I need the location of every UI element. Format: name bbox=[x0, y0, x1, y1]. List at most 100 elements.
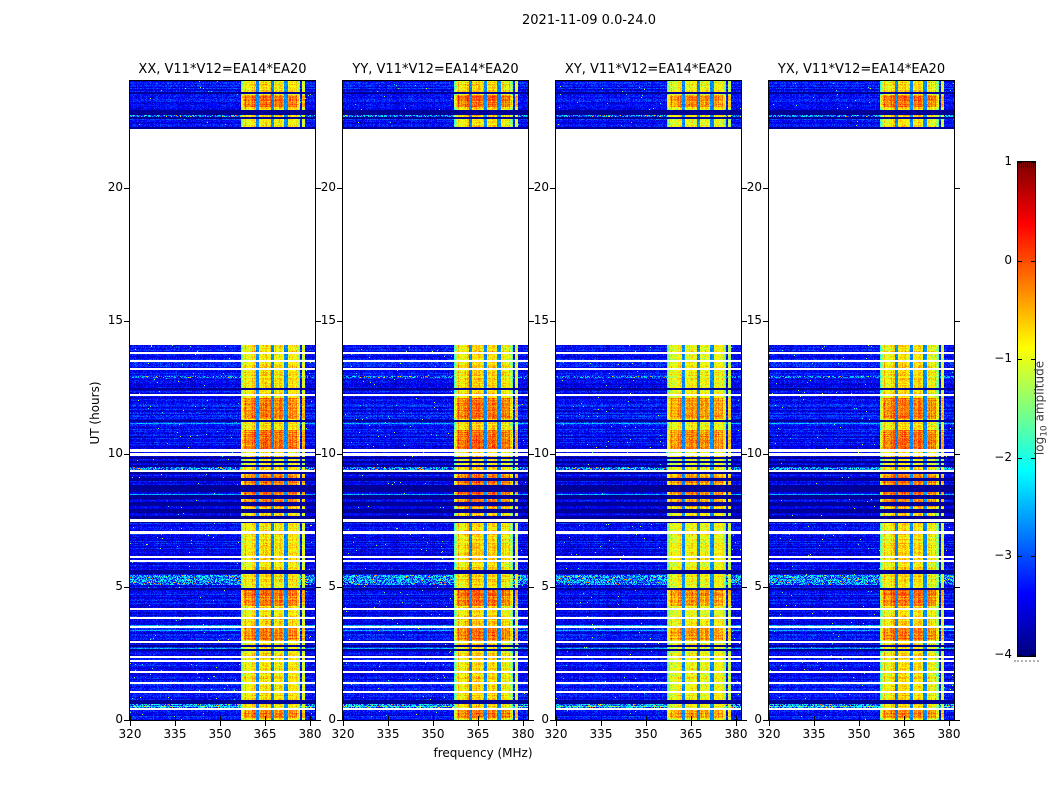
colorbar-tick-label: −2 bbox=[994, 450, 1012, 464]
x-tick-mark bbox=[220, 716, 221, 720]
colorbar-frame bbox=[1017, 161, 1036, 657]
y-tick-label: 10 bbox=[320, 446, 336, 460]
x-tick-mark bbox=[130, 716, 131, 720]
y-tick-label: 0 bbox=[115, 712, 123, 726]
x-tick-mark bbox=[265, 721, 266, 726]
y-tick-label: 0 bbox=[754, 712, 762, 726]
y-tick-mark bbox=[763, 454, 768, 455]
x-tick-mark bbox=[310, 716, 311, 720]
x-tick-mark bbox=[130, 721, 131, 726]
y-tick-mark bbox=[742, 454, 747, 455]
x-tick-label: 320 bbox=[757, 727, 781, 741]
x-tick-mark bbox=[814, 716, 815, 720]
y-tick-label: 0 bbox=[541, 712, 549, 726]
x-tick-label: 365 bbox=[253, 727, 277, 741]
colorbar-tick-mark bbox=[1018, 458, 1022, 459]
y-tick-mark bbox=[742, 720, 747, 721]
y-tick-mark bbox=[742, 587, 747, 588]
x-tick-label: 365 bbox=[892, 727, 916, 741]
y-tick-mark bbox=[337, 321, 342, 322]
x-tick-mark bbox=[814, 721, 815, 726]
y-tick-mark bbox=[955, 454, 960, 455]
colorbar-tick-label: −3 bbox=[994, 548, 1012, 562]
colorbar-label-rest: amplitude bbox=[1032, 360, 1047, 426]
y-tick-mark bbox=[955, 587, 960, 588]
x-tick-mark bbox=[949, 716, 950, 720]
y-tick-mark bbox=[529, 454, 534, 455]
y-tick-mark bbox=[550, 720, 555, 721]
panel-title-XY: XY, V11*V12=EA14*EA20 bbox=[564, 62, 733, 77]
x-tick-mark bbox=[691, 716, 692, 720]
y-tick-mark bbox=[337, 587, 342, 588]
x-tick-label: 350 bbox=[847, 727, 871, 741]
x-tick-label: 380 bbox=[937, 727, 961, 741]
x-tick-mark bbox=[343, 716, 344, 720]
y-tick-mark bbox=[337, 454, 342, 455]
colorbar-label-subscript: 10 bbox=[1039, 425, 1050, 437]
y-tick-label: 15 bbox=[320, 313, 336, 327]
spectrogram-YX bbox=[769, 81, 954, 720]
colorbar-dotted-edge bbox=[1014, 660, 1039, 662]
x-tick-mark bbox=[433, 716, 434, 720]
colorbar-label-prefix: log bbox=[1032, 436, 1047, 456]
colorbar-tick-label: 0 bbox=[1004, 253, 1012, 267]
colorbar-tick-mark bbox=[1018, 655, 1022, 656]
colorbar-tick-mark bbox=[1031, 458, 1035, 459]
colorbar-tick-label: −1 bbox=[994, 351, 1012, 365]
panel-title-YX: YX, V11*V12=EA14*EA20 bbox=[777, 62, 946, 77]
x-tick-mark bbox=[769, 721, 770, 726]
x-tick-label: 350 bbox=[208, 727, 232, 741]
y-tick-label: 20 bbox=[320, 180, 336, 194]
x-tick-mark bbox=[478, 716, 479, 720]
x-tick-label: 320 bbox=[331, 727, 355, 741]
x-tick-mark bbox=[904, 716, 905, 720]
x-tick-mark bbox=[859, 721, 860, 726]
y-tick-mark bbox=[763, 188, 768, 189]
y-tick-mark bbox=[550, 587, 555, 588]
spectrogram-YY bbox=[343, 81, 528, 720]
y-tick-label: 20 bbox=[533, 180, 549, 194]
x-tick-label: 320 bbox=[544, 727, 568, 741]
x-tick-mark bbox=[769, 716, 770, 720]
x-tick-label: 350 bbox=[421, 727, 445, 741]
y-tick-mark bbox=[550, 454, 555, 455]
y-tick-mark bbox=[316, 321, 321, 322]
y-tick-mark bbox=[124, 188, 129, 189]
y-tick-mark bbox=[550, 321, 555, 322]
y-tick-mark bbox=[124, 720, 129, 721]
x-tick-mark bbox=[388, 716, 389, 720]
x-tick-label: 380 bbox=[298, 727, 322, 741]
y-tick-mark bbox=[955, 188, 960, 189]
panel-title-YY: YY, V11*V12=EA14*EA20 bbox=[352, 62, 519, 77]
y-tick-mark bbox=[337, 188, 342, 189]
y-tick-mark bbox=[529, 587, 534, 588]
x-tick-mark bbox=[175, 721, 176, 726]
x-tick-mark bbox=[220, 721, 221, 726]
y-tick-mark bbox=[955, 720, 960, 721]
spectrogram-XX bbox=[130, 81, 315, 720]
x-tick-mark bbox=[691, 721, 692, 726]
figure-title: 2021-11-09 0.0-24.0 bbox=[522, 13, 656, 28]
colorbar-label: log10 amplitude bbox=[1032, 361, 1049, 455]
colorbar-tick-mark bbox=[1031, 556, 1035, 557]
colorbar-tick-mark bbox=[1031, 162, 1035, 163]
x-tick-label: 335 bbox=[376, 727, 400, 741]
y-tick-label: 10 bbox=[533, 446, 549, 460]
y-tick-mark bbox=[316, 188, 321, 189]
y-tick-mark bbox=[529, 720, 534, 721]
x-tick-mark bbox=[478, 721, 479, 726]
x-tick-label: 380 bbox=[511, 727, 535, 741]
colorbar-tick-mark bbox=[1018, 261, 1022, 262]
y-axis-label: UT (hours) bbox=[88, 381, 102, 445]
colorbar-tick-label: −4 bbox=[994, 647, 1012, 661]
y-tick-mark bbox=[763, 720, 768, 721]
colorbar-gradient bbox=[1018, 162, 1035, 656]
x-tick-mark bbox=[646, 721, 647, 726]
y-tick-mark bbox=[763, 321, 768, 322]
y-tick-mark bbox=[955, 321, 960, 322]
y-tick-mark bbox=[742, 321, 747, 322]
y-tick-label: 5 bbox=[541, 579, 549, 593]
x-tick-mark bbox=[556, 721, 557, 726]
y-tick-label: 15 bbox=[107, 313, 123, 327]
x-axis-label: frequency (MHz) bbox=[433, 746, 533, 760]
